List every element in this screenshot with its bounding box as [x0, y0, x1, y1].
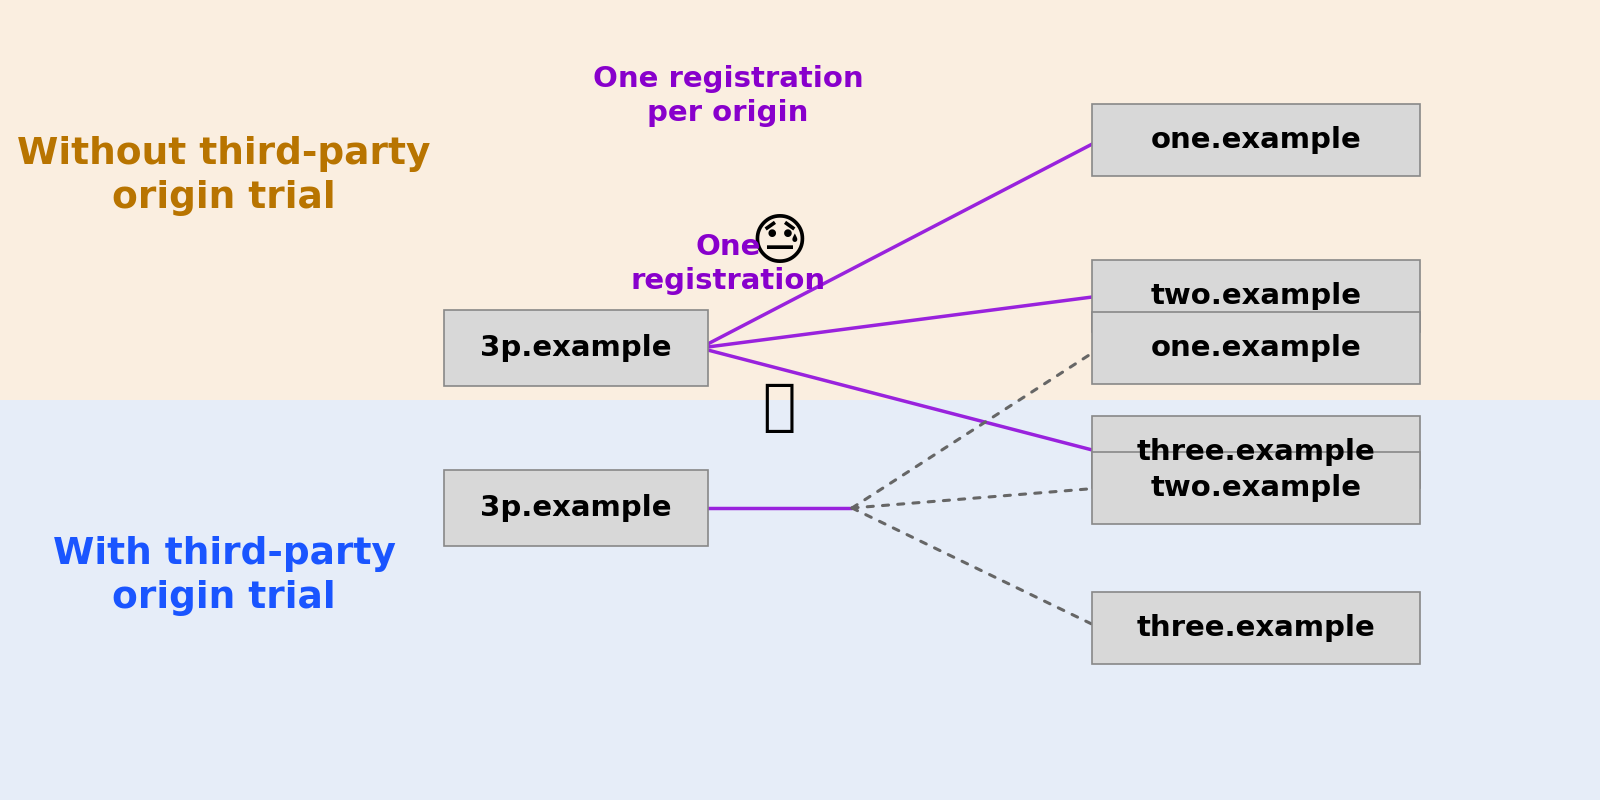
Text: Without third-party
origin trial: Without third-party origin trial [18, 136, 430, 216]
Text: three.example: three.example [1136, 614, 1376, 642]
FancyBboxPatch shape [1091, 104, 1421, 176]
FancyBboxPatch shape [1091, 452, 1421, 524]
Bar [0, 0, 1600, 400]
FancyBboxPatch shape [1091, 312, 1421, 384]
Text: One
registration: One registration [630, 233, 826, 295]
Text: With third-party
origin trial: With third-party origin trial [53, 536, 395, 616]
Bar [0, 400, 1600, 800]
FancyBboxPatch shape [1091, 416, 1421, 488]
FancyBboxPatch shape [443, 310, 707, 386]
Text: 3p.example: 3p.example [480, 334, 672, 362]
Text: one.example: one.example [1150, 334, 1362, 362]
Text: two.example: two.example [1150, 474, 1362, 502]
Text: two.example: two.example [1150, 282, 1362, 310]
FancyBboxPatch shape [443, 470, 707, 546]
Text: 😓: 😓 [750, 217, 808, 271]
Text: three.example: three.example [1136, 438, 1376, 466]
Text: One registration
per origin: One registration per origin [592, 65, 864, 127]
FancyBboxPatch shape [1091, 592, 1421, 664]
FancyBboxPatch shape [1091, 260, 1421, 332]
Text: 🙂: 🙂 [763, 381, 795, 435]
Text: one.example: one.example [1150, 126, 1362, 154]
Text: 3p.example: 3p.example [480, 494, 672, 522]
